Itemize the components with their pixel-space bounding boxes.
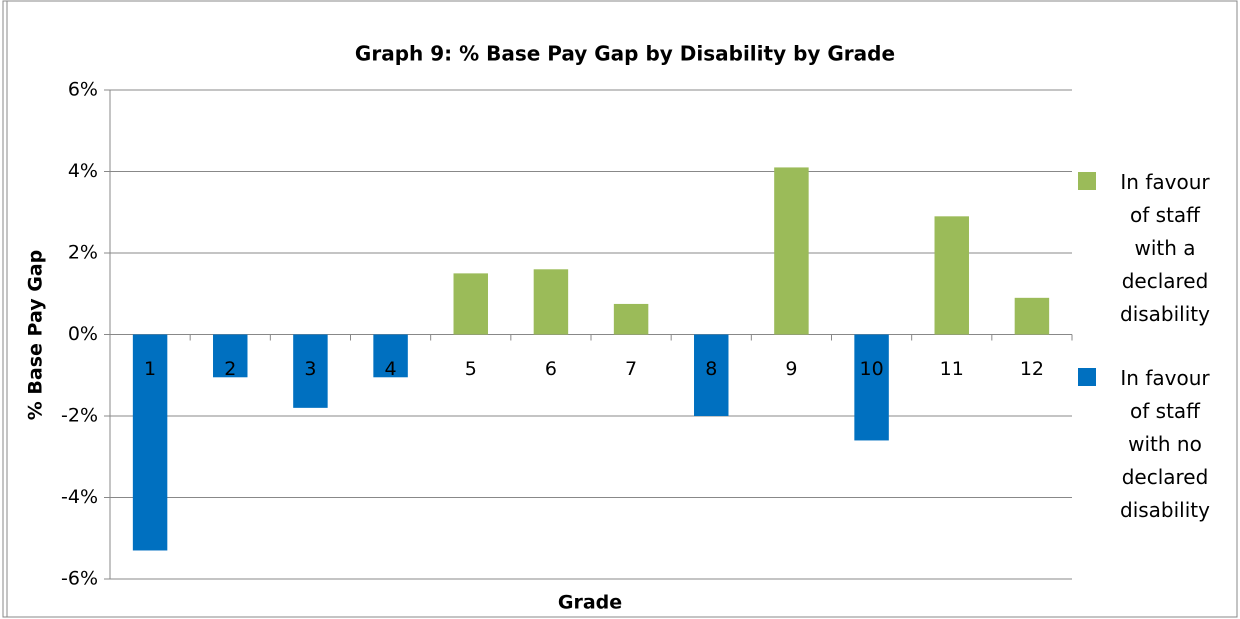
x-tick-label: 12 <box>1020 358 1044 380</box>
y-tick-label: 0% <box>68 323 98 345</box>
x-tick-label: 8 <box>705 358 717 380</box>
chart-title: Graph 9: % Base Pay Gap by Disability by… <box>355 42 895 66</box>
y-tick-label: 2% <box>68 242 98 264</box>
y-tick-label: -6% <box>61 568 98 590</box>
legend-label: In favour of staff with a declared disab… <box>1120 170 1210 326</box>
legend-swatch <box>1078 368 1096 386</box>
bar <box>774 167 809 335</box>
bar <box>1014 297 1050 335</box>
y-tick-label: -4% <box>61 486 98 508</box>
x-tick-label: 7 <box>625 358 637 380</box>
x-tick-label: 4 <box>385 358 397 380</box>
x-tick-label: 5 <box>465 358 477 380</box>
legend-item: In favour of staff with no declared disa… <box>1078 362 1228 527</box>
bar <box>213 334 248 378</box>
y-tick-label: 6% <box>68 79 98 101</box>
bar <box>373 334 408 378</box>
legend-item: In favour of staff with a declared disab… <box>1078 166 1228 331</box>
bar <box>694 334 729 416</box>
y-axis-label: % Base Pay Gap <box>25 250 47 420</box>
x-tick-label: 1 <box>144 358 156 380</box>
legend-label: In favour of staff with no declared disa… <box>1120 366 1210 522</box>
bar <box>613 303 649 335</box>
bar <box>533 269 569 335</box>
bar <box>132 334 168 551</box>
bar <box>854 334 889 441</box>
y-tick-label: 4% <box>68 160 98 182</box>
legend-swatch <box>1078 172 1096 190</box>
bar <box>293 334 328 408</box>
x-tick-label: 9 <box>785 358 797 380</box>
x-axis-label: Grade <box>558 592 622 614</box>
x-tick-label: 6 <box>545 358 557 380</box>
x-tick-label: 3 <box>304 358 316 380</box>
x-tick-label: 11 <box>940 358 964 380</box>
bar <box>934 216 969 335</box>
bar <box>453 273 488 335</box>
x-tick-label: 2 <box>224 358 236 380</box>
y-tick-label: -2% <box>61 405 98 427</box>
x-tick-label: 10 <box>859 358 883 380</box>
